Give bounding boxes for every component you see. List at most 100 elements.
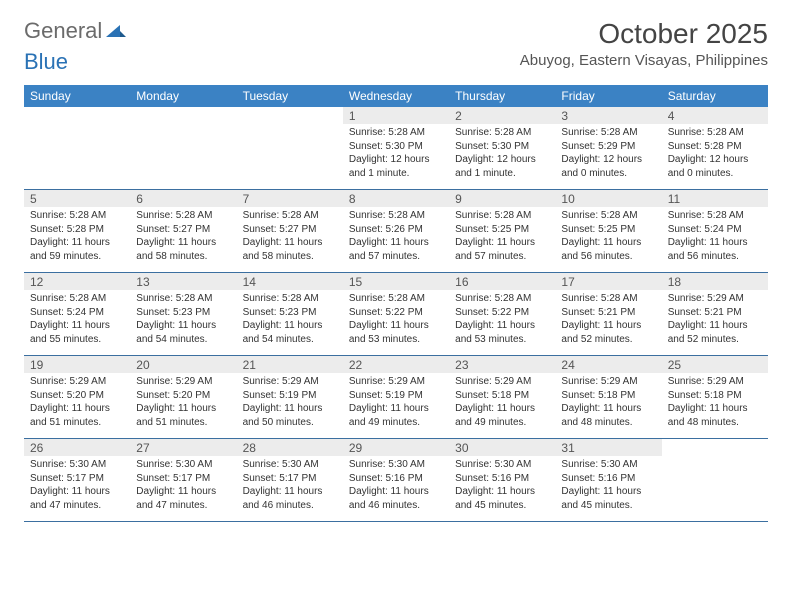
day-detail-line: Daylight: 11 hours — [136, 485, 230, 499]
day-detail-line: and 57 minutes. — [349, 250, 443, 264]
day-detail-line: Sunrise: 5:30 AM — [349, 458, 443, 472]
week-row: 26Sunrise: 5:30 AMSunset: 5:17 PMDayligh… — [24, 439, 768, 522]
day-detail: Sunrise: 5:28 AMSunset: 5:27 PMDaylight:… — [130, 207, 236, 269]
day-number — [130, 107, 236, 124]
day-detail — [24, 124, 130, 132]
day-detail-line: Sunrise: 5:30 AM — [30, 458, 124, 472]
day-number: 16 — [449, 273, 555, 290]
day-detail-line: Daylight: 11 hours — [243, 402, 337, 416]
day-detail-line: Sunset: 5:22 PM — [455, 306, 549, 320]
day-number — [662, 439, 768, 456]
day-detail-line: Sunset: 5:16 PM — [561, 472, 655, 486]
day-number: 29 — [343, 439, 449, 456]
day-number: 28 — [237, 439, 343, 456]
day-detail-line: Daylight: 11 hours — [349, 485, 443, 499]
day-detail-line: Sunset: 5:27 PM — [243, 223, 337, 237]
day-detail: Sunrise: 5:28 AMSunset: 5:21 PMDaylight:… — [555, 290, 661, 352]
day-detail-line: Sunset: 5:17 PM — [243, 472, 337, 486]
day-number: 15 — [343, 273, 449, 290]
day-detail-line: Daylight: 11 hours — [668, 402, 762, 416]
day-detail-line: and 51 minutes. — [136, 416, 230, 430]
day-detail: Sunrise: 5:28 AMSunset: 5:25 PMDaylight:… — [449, 207, 555, 269]
day-detail-line: and 52 minutes. — [668, 333, 762, 347]
day-detail-line: Sunset: 5:26 PM — [349, 223, 443, 237]
day-detail-line: Sunrise: 5:28 AM — [243, 209, 337, 223]
day-detail: Sunrise: 5:28 AMSunset: 5:24 PMDaylight:… — [24, 290, 130, 352]
day-number: 1 — [343, 107, 449, 124]
day-detail-line: Sunset: 5:22 PM — [349, 306, 443, 320]
day-detail-line: Daylight: 11 hours — [561, 485, 655, 499]
day-detail-line: Daylight: 11 hours — [561, 319, 655, 333]
day-detail: Sunrise: 5:29 AMSunset: 5:20 PMDaylight:… — [130, 373, 236, 435]
day-detail-line: and 1 minute. — [455, 167, 549, 181]
day-number: 4 — [662, 107, 768, 124]
brand-logo: General — [24, 18, 126, 44]
day-detail-line: Daylight: 11 hours — [136, 236, 230, 250]
day-detail-line: and 47 minutes. — [136, 499, 230, 513]
day-detail-line: Sunrise: 5:29 AM — [561, 375, 655, 389]
day-detail: Sunrise: 5:28 AMSunset: 5:28 PMDaylight:… — [662, 124, 768, 186]
day-detail: Sunrise: 5:30 AMSunset: 5:17 PMDaylight:… — [130, 456, 236, 518]
month-title: October 2025 — [520, 18, 768, 50]
day-detail-line: Daylight: 11 hours — [136, 319, 230, 333]
day-detail-line: Daylight: 11 hours — [455, 236, 549, 250]
day-number: 11 — [662, 190, 768, 207]
day-detail-line: Sunset: 5:20 PM — [136, 389, 230, 403]
day-cell: 31Sunrise: 5:30 AMSunset: 5:16 PMDayligh… — [555, 439, 661, 521]
day-detail-line: and 46 minutes. — [349, 499, 443, 513]
day-detail-line: Daylight: 11 hours — [561, 402, 655, 416]
day-detail-line: and 45 minutes. — [455, 499, 549, 513]
day-detail-line: Daylight: 11 hours — [243, 319, 337, 333]
day-detail-line: Sunrise: 5:29 AM — [668, 375, 762, 389]
day-number: 9 — [449, 190, 555, 207]
day-detail-line: Daylight: 11 hours — [30, 402, 124, 416]
day-number: 8 — [343, 190, 449, 207]
day-cell: 11Sunrise: 5:28 AMSunset: 5:24 PMDayligh… — [662, 190, 768, 272]
day-detail-line: Sunset: 5:18 PM — [561, 389, 655, 403]
week-row: 12Sunrise: 5:28 AMSunset: 5:24 PMDayligh… — [24, 273, 768, 356]
day-detail: Sunrise: 5:28 AMSunset: 5:22 PMDaylight:… — [449, 290, 555, 352]
day-number: 17 — [555, 273, 661, 290]
day-detail: Sunrise: 5:28 AMSunset: 5:27 PMDaylight:… — [237, 207, 343, 269]
day-detail-line: Daylight: 11 hours — [349, 402, 443, 416]
day-detail-line: Daylight: 11 hours — [243, 485, 337, 499]
day-cell: 26Sunrise: 5:30 AMSunset: 5:17 PMDayligh… — [24, 439, 130, 521]
day-detail: Sunrise: 5:30 AMSunset: 5:16 PMDaylight:… — [449, 456, 555, 518]
day-detail: Sunrise: 5:30 AMSunset: 5:17 PMDaylight:… — [24, 456, 130, 518]
day-cell: 27Sunrise: 5:30 AMSunset: 5:17 PMDayligh… — [130, 439, 236, 521]
day-detail-line: Daylight: 12 hours — [561, 153, 655, 167]
day-detail-line: Sunset: 5:19 PM — [349, 389, 443, 403]
week-row: 1Sunrise: 5:28 AMSunset: 5:30 PMDaylight… — [24, 107, 768, 190]
day-detail-line: Sunset: 5:28 PM — [30, 223, 124, 237]
day-detail-line: Daylight: 11 hours — [136, 402, 230, 416]
day-cell: 12Sunrise: 5:28 AMSunset: 5:24 PMDayligh… — [24, 273, 130, 355]
day-detail-line: Sunrise: 5:28 AM — [349, 292, 443, 306]
day-cell: 5Sunrise: 5:28 AMSunset: 5:28 PMDaylight… — [24, 190, 130, 272]
day-cell: 8Sunrise: 5:28 AMSunset: 5:26 PMDaylight… — [343, 190, 449, 272]
day-cell: 30Sunrise: 5:30 AMSunset: 5:16 PMDayligh… — [449, 439, 555, 521]
weekday-header: Wednesday — [343, 85, 449, 107]
day-detail-line: and 53 minutes. — [455, 333, 549, 347]
day-detail-line: Sunrise: 5:29 AM — [243, 375, 337, 389]
day-detail-line: Daylight: 11 hours — [668, 319, 762, 333]
week-row: 5Sunrise: 5:28 AMSunset: 5:28 PMDaylight… — [24, 190, 768, 273]
weekday-header: Thursday — [449, 85, 555, 107]
day-number: 14 — [237, 273, 343, 290]
day-detail-line: Sunrise: 5:29 AM — [30, 375, 124, 389]
day-detail-line: Sunset: 5:28 PM — [668, 140, 762, 154]
day-detail-line: Daylight: 11 hours — [668, 236, 762, 250]
day-detail-line: Sunset: 5:23 PM — [243, 306, 337, 320]
day-number: 20 — [130, 356, 236, 373]
day-number: 23 — [449, 356, 555, 373]
day-detail-line: Daylight: 11 hours — [349, 319, 443, 333]
day-detail-line: Daylight: 11 hours — [30, 319, 124, 333]
day-detail-line: and 47 minutes. — [30, 499, 124, 513]
day-detail-line: Sunset: 5:27 PM — [136, 223, 230, 237]
day-number: 26 — [24, 439, 130, 456]
day-number: 25 — [662, 356, 768, 373]
day-detail: Sunrise: 5:29 AMSunset: 5:19 PMDaylight:… — [237, 373, 343, 435]
day-detail-line: Daylight: 11 hours — [455, 402, 549, 416]
day-detail: Sunrise: 5:28 AMSunset: 5:28 PMDaylight:… — [24, 207, 130, 269]
day-detail-line: Sunset: 5:21 PM — [561, 306, 655, 320]
day-detail-line: Daylight: 11 hours — [349, 236, 443, 250]
